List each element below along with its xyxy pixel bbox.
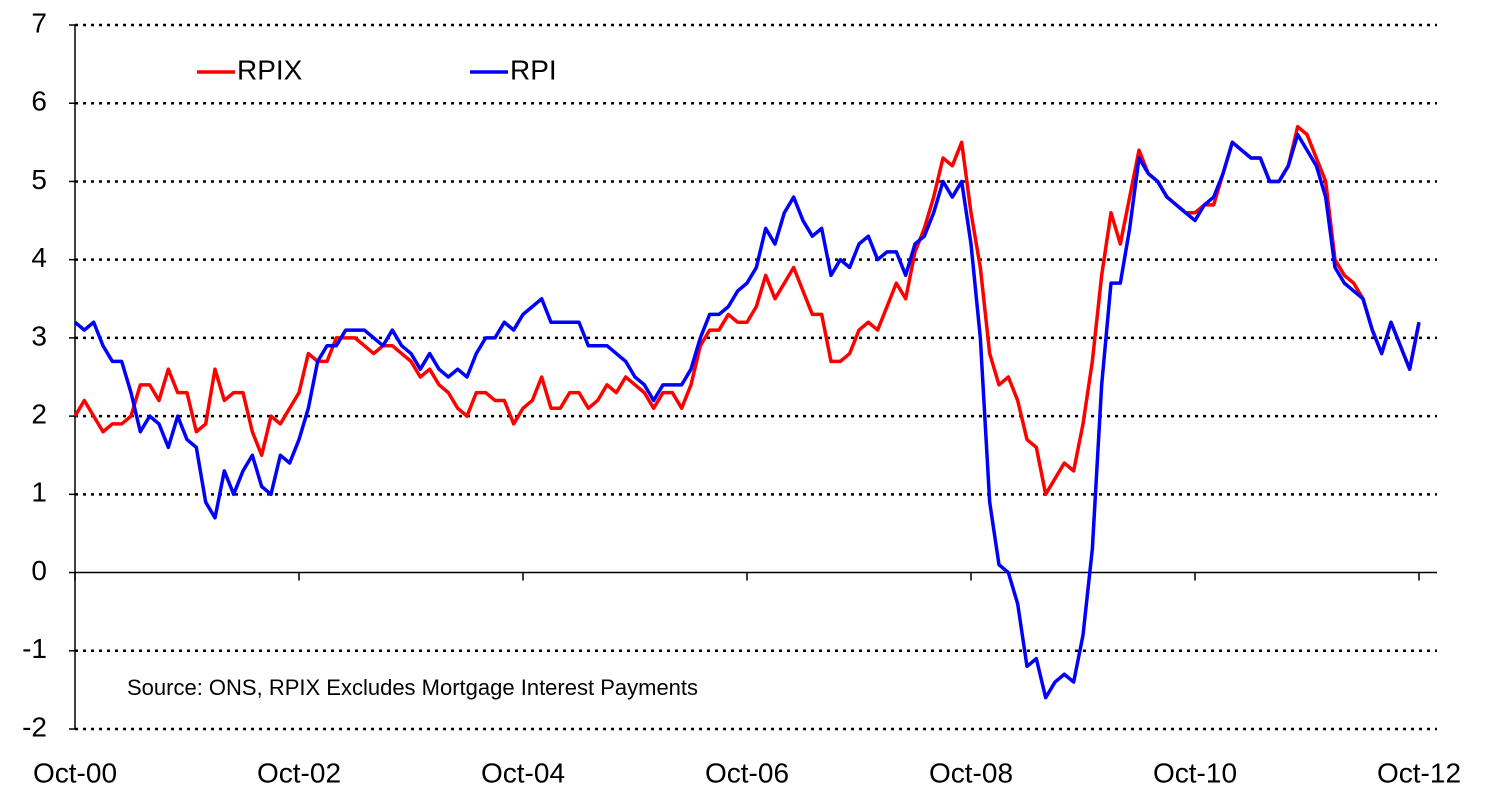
y-tick-label: 1 — [31, 477, 47, 508]
legend-label: RPI — [510, 54, 557, 85]
y-tick-label: 4 — [31, 242, 47, 273]
y-tick-label: 0 — [31, 555, 47, 586]
series-line — [73, 124, 1421, 497]
y-tick-label: 2 — [31, 399, 47, 430]
y-tick-label: -1 — [22, 633, 47, 664]
x-tick-label: Oct-00 — [33, 757, 117, 788]
x-tick-label: Oct-02 — [257, 757, 341, 788]
y-tick-label: -2 — [22, 711, 47, 742]
annotation: Source: ONS, RPIX Excludes Mortgage Inte… — [127, 675, 698, 700]
x-tick-label: Oct-12 — [1377, 757, 1461, 788]
y-tick-label: 5 — [31, 164, 47, 195]
x-tick-label: Oct-04 — [481, 757, 565, 788]
x-tick-label: Oct-10 — [1153, 757, 1237, 788]
y-tick-label: 7 — [31, 7, 47, 38]
legend-label: RPIX — [237, 54, 303, 85]
y-tick-label: 3 — [31, 320, 47, 351]
series-line — [73, 132, 1421, 700]
x-tick-label: Oct-08 — [929, 757, 1013, 788]
x-tick-label: Oct-06 — [705, 757, 789, 788]
y-tick-label: 6 — [31, 86, 47, 117]
